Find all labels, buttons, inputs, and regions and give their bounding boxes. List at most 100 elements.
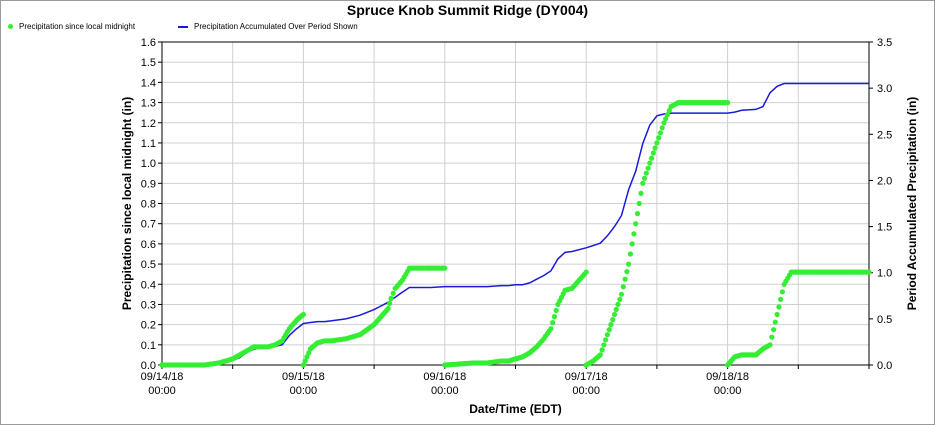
data-point-precip-since-midnight bbox=[650, 150, 657, 156]
data-point-precip-since-midnight bbox=[633, 221, 639, 227]
data-point-precip-since-midnight bbox=[599, 347, 605, 353]
data-point-precip-since-midnight bbox=[617, 296, 623, 302]
data-point-precip-since-midnight bbox=[664, 112, 671, 118]
data-point-precip-since-midnight bbox=[643, 170, 649, 176]
data-point-precip-since-midnight bbox=[385, 305, 391, 312]
data-point-precip-since-midnight bbox=[601, 342, 607, 348]
data-point-precip-since-midnight bbox=[622, 276, 628, 282]
data-point-precip-since-midnight bbox=[774, 311, 780, 318]
x-tick-label-time: 00:00 bbox=[572, 385, 600, 397]
y-tick-label-left: 0.5 bbox=[141, 259, 156, 271]
y-tick-label-left: 1.3 bbox=[141, 98, 156, 110]
data-point-precip-since-midnight bbox=[778, 296, 784, 302]
x-tick-label-date: 09/15/18 bbox=[282, 371, 325, 383]
y-tick-label-left: 1.5 bbox=[141, 57, 156, 69]
y-tick-label-right: 0.0 bbox=[877, 360, 892, 372]
chart-title: Spruce Knob Summit Ridge (DY004) bbox=[346, 2, 589, 18]
data-point-precip-since-midnight bbox=[767, 342, 773, 348]
legend-label: Precipitation since local midnight bbox=[19, 22, 136, 31]
data-point-precip-since-midnight bbox=[613, 306, 619, 313]
x-tick-label-date: 09/14/18 bbox=[141, 371, 184, 383]
data-point-precip-since-midnight bbox=[390, 290, 396, 296]
data-point-precip-since-midnight bbox=[611, 311, 618, 318]
y-axis-title-right: Period Accumulated Precipitation (in) bbox=[905, 97, 919, 311]
data-point-precip-since-midnight bbox=[866, 269, 872, 275]
y-tick-label-left: 0.6 bbox=[141, 239, 156, 251]
data-point-precip-since-midnight bbox=[638, 190, 644, 196]
data-point-precip-since-midnight bbox=[772, 319, 778, 325]
data-point-precip-since-midnight bbox=[608, 322, 614, 328]
data-point-precip-since-midnight bbox=[769, 334, 775, 340]
data-point-precip-since-midnight bbox=[610, 317, 616, 323]
y-tick-label-right: 0.5 bbox=[877, 314, 892, 326]
y-tick-label-left: 0.4 bbox=[141, 279, 156, 291]
x-tick-label-date: 09/16/18 bbox=[423, 371, 466, 383]
data-point-precip-since-midnight bbox=[626, 261, 632, 267]
data-point-precip-since-midnight bbox=[645, 165, 651, 171]
x-tick-label-time: 00:00 bbox=[431, 385, 459, 397]
y-tick-label-right: 3.5 bbox=[877, 37, 892, 49]
data-point-precip-since-midnight bbox=[649, 155, 655, 161]
data-point-precip-since-midnight bbox=[551, 314, 558, 320]
data-point-precip-since-midnight bbox=[306, 350, 312, 356]
data-point-precip-since-midnight bbox=[636, 200, 642, 207]
y-tick-label-left: 1.1 bbox=[141, 138, 156, 150]
x-axis-title: Date/Time (EDT) bbox=[469, 402, 561, 416]
y-tick-label-right: 1.0 bbox=[877, 268, 892, 280]
data-point-precip-since-midnight bbox=[779, 289, 786, 295]
data-point-precip-since-midnight bbox=[624, 269, 630, 275]
y-tick-label-left: 1.4 bbox=[141, 77, 156, 89]
y-tick-label-right: 2.0 bbox=[877, 175, 892, 187]
data-point-precip-since-midnight bbox=[725, 100, 731, 106]
y-tick-label-left: 0.7 bbox=[141, 219, 156, 231]
data-point-precip-since-midnight bbox=[663, 116, 669, 122]
data-point-precip-since-midnight bbox=[647, 160, 653, 166]
data-point-precip-since-midnight bbox=[618, 291, 625, 297]
data-point-precip-since-midnight bbox=[604, 332, 611, 338]
data-point-precip-since-midnight bbox=[634, 211, 641, 217]
x-tick-label-date: 09/17/18 bbox=[565, 371, 608, 383]
y-tick-label-right: 1.5 bbox=[877, 222, 892, 234]
data-point-precip-since-midnight bbox=[615, 301, 621, 307]
data-point-precip-since-midnight bbox=[550, 320, 556, 326]
y-tick-label-left: 1.2 bbox=[141, 118, 156, 130]
data-point-precip-since-midnight bbox=[656, 135, 662, 141]
data-point-precip-since-midnight bbox=[300, 311, 306, 318]
y-tick-label-left: 1.6 bbox=[141, 37, 156, 49]
y-axis-title-left: Precipitation since local midnight (in) bbox=[120, 97, 134, 310]
legend-entry-period-accumulated: Precipitation Accumulated Over Period Sh… bbox=[178, 22, 358, 31]
legend-dot-marker bbox=[8, 24, 13, 29]
legend-line-marker bbox=[178, 25, 188, 28]
data-point-precip-since-midnight bbox=[652, 145, 658, 151]
y-tick-label-left: 0.8 bbox=[141, 199, 156, 211]
data-point-precip-since-midnight bbox=[300, 362, 306, 368]
data-point-precip-since-midnight bbox=[641, 175, 648, 181]
data-point-precip-since-midnight bbox=[661, 120, 667, 126]
data-point-precip-since-midnight bbox=[657, 130, 664, 136]
data-point-precip-since-midnight bbox=[548, 326, 554, 332]
data-point-precip-since-midnight bbox=[388, 295, 394, 301]
legend-label: Precipitation Accumulated Over Period Sh… bbox=[194, 22, 358, 31]
data-point-precip-since-midnight bbox=[629, 241, 635, 247]
data-point-precip-since-midnight bbox=[304, 354, 310, 360]
y-tick-label-left: 1.0 bbox=[141, 158, 156, 170]
data-point-precip-since-midnight bbox=[776, 304, 782, 310]
data-point-precip-since-midnight bbox=[387, 300, 393, 306]
data-point-precip-since-midnight bbox=[606, 327, 612, 333]
data-point-precip-since-midnight bbox=[553, 307, 559, 314]
data-point-precip-since-midnight bbox=[597, 352, 603, 358]
y-tick-label-left: 0.2 bbox=[141, 320, 156, 332]
y-tick-label-left: 0.9 bbox=[141, 178, 156, 190]
data-point-precip-since-midnight bbox=[640, 180, 646, 186]
data-point-precip-since-midnight bbox=[603, 337, 609, 343]
data-point-precip-since-midnight bbox=[302, 358, 308, 364]
legend-entry-precip-since-midnight: Precipitation since local midnight bbox=[8, 22, 135, 31]
data-point-precip-since-midnight bbox=[659, 125, 665, 131]
x-tick-label-date: 09/18/18 bbox=[706, 371, 749, 383]
x-tick-label-time: 00:00 bbox=[148, 385, 176, 397]
data-point-precip-since-midnight bbox=[583, 269, 589, 275]
y-tick-label-right: 2.5 bbox=[877, 129, 892, 141]
data-point-precip-since-midnight bbox=[771, 327, 777, 333]
data-point-precip-since-midnight bbox=[620, 284, 626, 290]
